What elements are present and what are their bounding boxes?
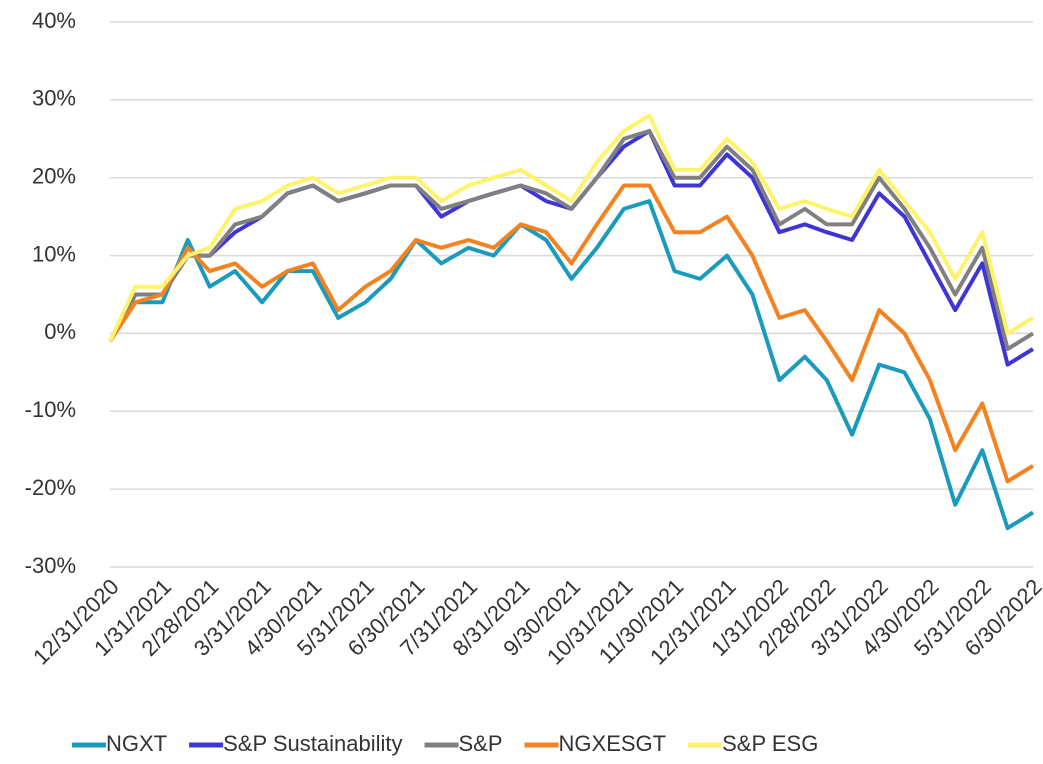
y-tick-label: 0% [44,319,76,344]
series-line [108,129,1035,367]
legend-label: S&P Sustainability [223,731,402,756]
series-line [108,199,1035,531]
legend-label: S&P [459,731,503,756]
legend-label: NGXESGT [559,731,667,756]
series-line [108,129,1035,351]
legend-label: S&P ESG [722,731,818,756]
y-tick-label: -10% [25,397,76,422]
series-line [108,183,1035,484]
y-tick-label: -30% [25,553,76,578]
series-line [108,113,1035,343]
y-tick-label: -20% [25,475,76,500]
legend-label: NGXT [106,731,167,756]
y-tick-label: 30% [32,86,76,111]
y-tick-label: 40% [32,8,76,33]
y-tick-label: 10% [32,241,76,266]
y-tick-label: 20% [32,164,76,189]
